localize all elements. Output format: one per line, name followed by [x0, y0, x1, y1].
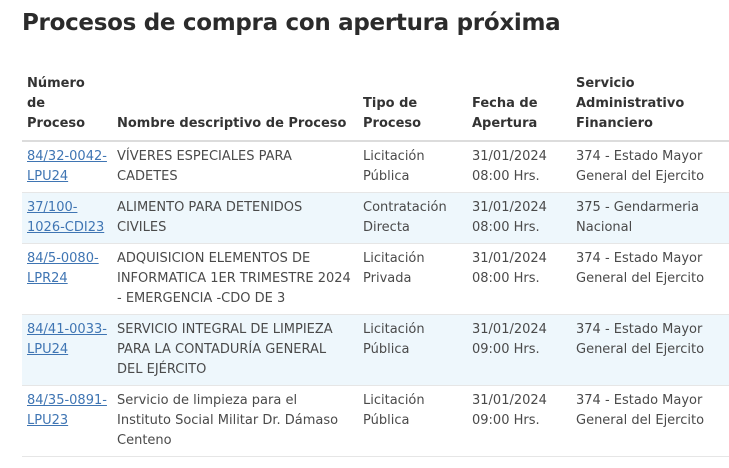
cell-tipo: Licitación Pública: [358, 385, 467, 457]
process-number-link[interactable]: 84/32-0042-LPU24: [27, 149, 107, 184]
cell-numero: 37/100-1026-CDI23: [22, 192, 112, 244]
column-header-tipo: Tipo de Proceso: [358, 70, 467, 142]
process-number-link[interactable]: 84/41-0033-LPU24: [27, 322, 107, 357]
cell-servicio: 374 - Estado Mayor General del Ejercito: [571, 141, 729, 193]
cell-numero: 84/35-0891-LPU23: [22, 385, 112, 457]
cell-nombre: ALIMENTO PARA DETENIDOS CIVILES: [112, 192, 358, 244]
table-row: 84/5-0080-LPR24 ADQUISICION ELEMENTOS DE…: [22, 243, 729, 315]
table-row: 84/32-0042-LPU24 VÍVERES ESPECIALES PARA…: [22, 141, 729, 193]
cell-tipo: Licitación Pública: [358, 141, 467, 193]
cell-tipo: Licitación Pública: [358, 314, 467, 386]
table-row: 37/100-1026-CDI23 ALIMENTO PARA DETENIDO…: [22, 192, 729, 244]
column-header-servicio: Servicio Administrativo Financiero: [571, 70, 729, 142]
cell-tipo: Contratación Directa: [358, 192, 467, 244]
cell-servicio: 374 - Estado Mayor General del Ejercito: [571, 243, 729, 315]
process-number-link[interactable]: 84/35-0891-LPU23: [27, 393, 107, 428]
cell-fecha: 31/01/2024 08:00 Hrs.: [467, 243, 571, 315]
process-number-link[interactable]: 37/100-1026-CDI23: [27, 200, 105, 235]
page-title: Procesos de compra con apertura próxima: [22, 10, 561, 36]
cell-nombre: Servicio de limpieza para el Instituto S…: [112, 385, 358, 457]
table-header-row: Número de Proceso Nombre descriptivo de …: [22, 70, 729, 142]
cell-numero: 84/32-0042-LPU24: [22, 141, 112, 193]
cell-nombre: ADQUISICION ELEMENTOS DE INFORMATICA 1ER…: [112, 243, 358, 315]
table-row: 84/41-0033-LPU24 SERVICIO INTEGRAL DE LI…: [22, 314, 729, 386]
cell-tipo: Licitación Privada: [358, 243, 467, 315]
cell-servicio: 374 - Estado Mayor General del Ejercito: [571, 314, 729, 386]
cell-nombre: VÍVERES ESPECIALES PARA CADETES: [112, 141, 358, 193]
cell-fecha: 31/01/2024 09:00 Hrs.: [467, 314, 571, 386]
cell-numero: 84/41-0033-LPU24: [22, 314, 112, 386]
table-row: 84/35-0891-LPU23 Servicio de limpieza pa…: [22, 385, 729, 457]
cell-servicio: 375 - Gendarmeria Nacional: [571, 192, 729, 244]
cell-fecha: 31/01/2024 08:00 Hrs.: [467, 192, 571, 244]
procurement-table: Número de Proceso Nombre descriptivo de …: [22, 70, 729, 457]
column-header-nombre: Nombre descriptivo de Proceso: [112, 70, 358, 142]
cell-numero: 84/5-0080-LPR24: [22, 243, 112, 315]
process-number-link[interactable]: 84/5-0080-LPR24: [27, 251, 99, 286]
cell-fecha: 31/01/2024 09:00 Hrs.: [467, 385, 571, 457]
column-header-fecha: Fecha de Apertura: [467, 70, 571, 142]
cell-fecha: 31/01/2024 08:00 Hrs.: [467, 141, 571, 193]
column-header-numero: Número de Proceso: [22, 70, 112, 142]
cell-nombre: SERVICIO INTEGRAL DE LIMPIEZA PARA LA CO…: [112, 314, 358, 386]
cell-servicio: 374 - Estado Mayor General del Ejercito: [571, 385, 729, 457]
